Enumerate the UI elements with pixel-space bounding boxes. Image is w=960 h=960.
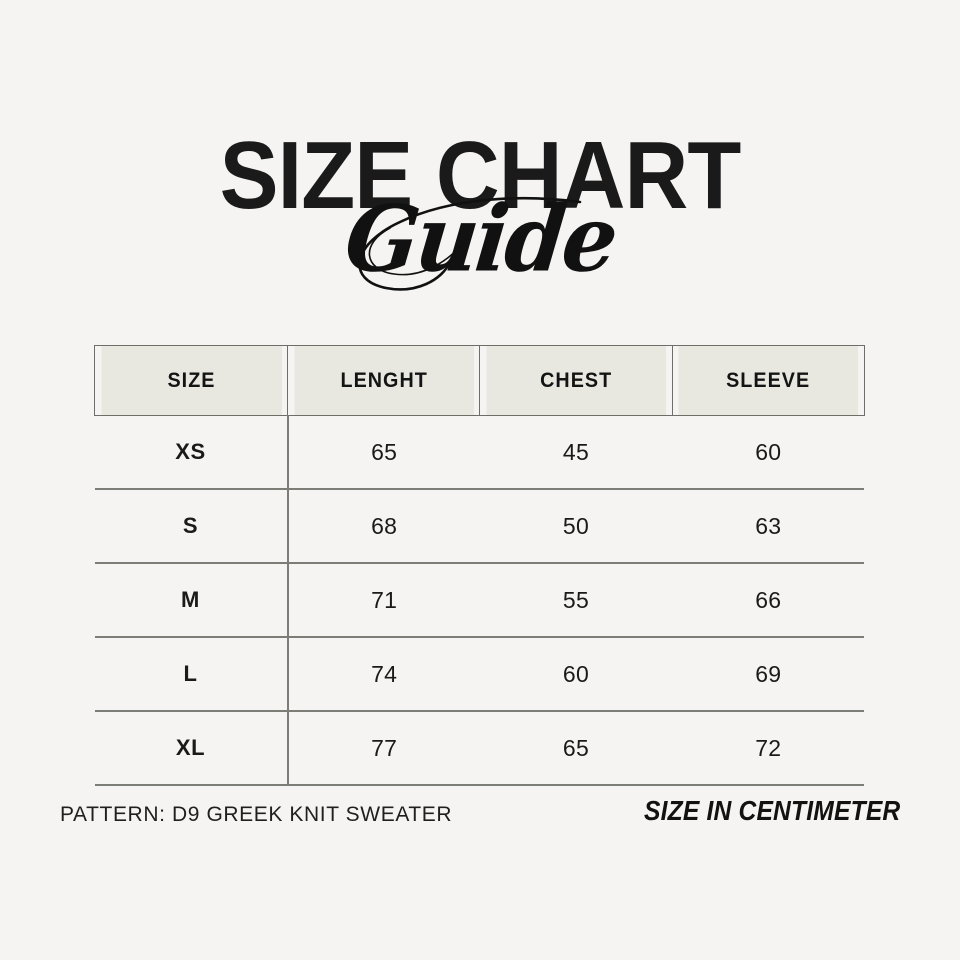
size-table-wrap: SIZE LENGHT CHEST SLEEVE XS 65 45 60 S 6… <box>94 345 865 786</box>
cell-size: XL <box>94 711 289 786</box>
cell-chest: 65 <box>479 711 673 786</box>
column-header-sleeve: SLEEVE <box>677 345 860 416</box>
cell-lenght: 74 <box>287 637 480 712</box>
cell-sleeve: 66 <box>672 563 865 638</box>
table-header: SIZE LENGHT CHEST SLEEVE <box>95 345 865 416</box>
cell-chest: 60 <box>479 637 673 712</box>
footer: PATTERN: D9 GREEK KNIT SWEATER SIZE IN C… <box>60 795 900 845</box>
column-header-chest: CHEST <box>485 345 667 416</box>
table-row: M 71 55 66 <box>94 563 865 638</box>
cell-chest: 45 <box>479 415 673 490</box>
table-row: L 74 60 69 <box>94 637 865 712</box>
table-header-row: SIZE LENGHT CHEST SLEEVE <box>95 345 865 416</box>
cell-chest: 50 <box>479 489 673 564</box>
table-row: S 68 50 63 <box>94 489 865 564</box>
cell-sleeve: 69 <box>672 637 865 712</box>
page-title: SIZE CHART <box>219 122 742 229</box>
cell-size: S <box>94 489 289 564</box>
cell-lenght: 65 <box>287 415 480 490</box>
cell-lenght: 77 <box>287 711 480 786</box>
size-table: SIZE LENGHT CHEST SLEEVE XS 65 45 60 S 6… <box>94 345 865 786</box>
table-row: XS 65 45 60 <box>94 415 865 490</box>
cell-sleeve: 72 <box>672 711 865 786</box>
cell-size: M <box>94 563 289 638</box>
cell-sleeve: 60 <box>672 415 865 490</box>
cell-chest: 55 <box>479 563 673 638</box>
unit-label: SIZE IN CENTIMETER <box>643 795 900 826</box>
cell-sleeve: 63 <box>672 489 865 564</box>
cell-size: XS <box>94 415 289 490</box>
cell-lenght: 71 <box>287 563 480 638</box>
column-header-lenght: LENGHT <box>292 345 475 416</box>
column-header-size: SIZE <box>99 345 283 416</box>
table-body: XS 65 45 60 S 68 50 63 M 71 55 66 <box>94 415 865 786</box>
title-block: SIZE CHART Guide <box>0 128 960 318</box>
table-row: XL 77 65 72 <box>94 711 865 786</box>
cell-size: L <box>94 637 289 712</box>
pattern-label: PATTERN: D9 GREEK KNIT SWEATER <box>60 803 453 826</box>
cell-lenght: 68 <box>287 489 480 564</box>
